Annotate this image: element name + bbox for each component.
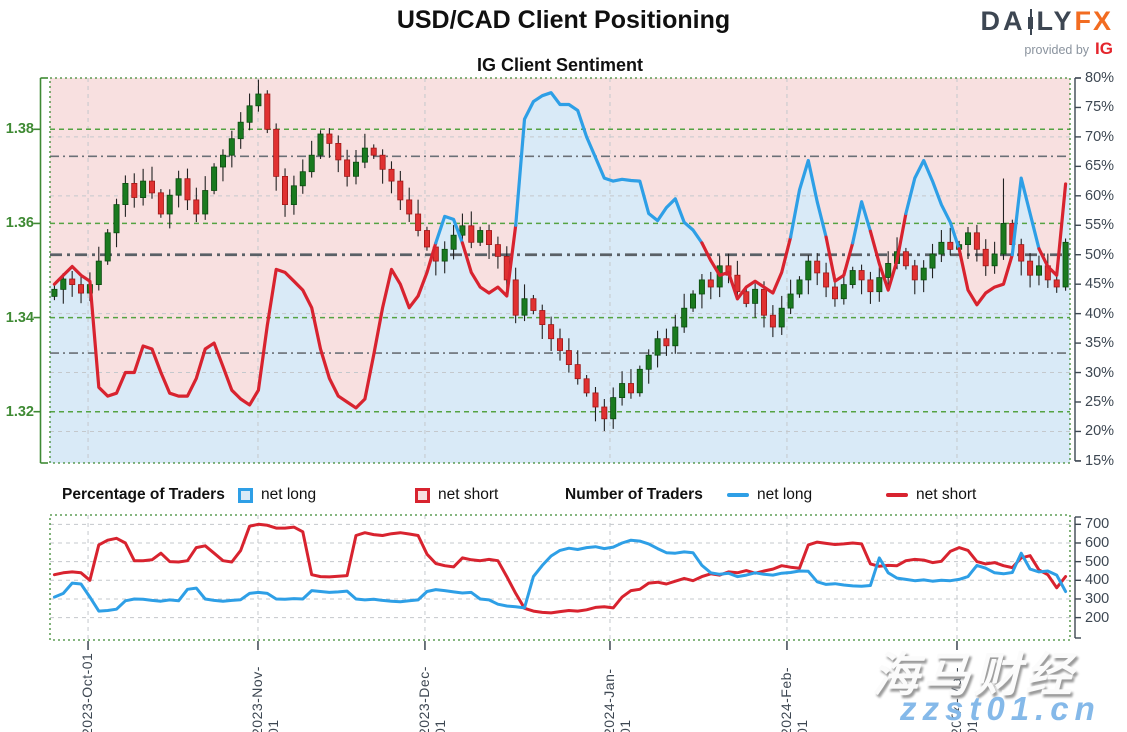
logo-text-fx: FX: [1074, 6, 1113, 36]
net-short-line-swatch: [886, 493, 908, 497]
net-short-label: net short: [438, 486, 499, 503]
legend-pct-title: Percentage of Traders: [62, 486, 225, 503]
net-long-label: net long: [757, 486, 813, 503]
price-tick-label: 1.36: [5, 215, 34, 232]
net-long-line-swatch: [727, 493, 749, 497]
net-short-box-swatch: [415, 487, 430, 503]
price-tick-label: 1.38: [5, 121, 34, 138]
count-tick-label: 500: [1085, 553, 1110, 570]
pct-tick-label: 25%: [1085, 393, 1115, 410]
count-tick-label: 300: [1085, 590, 1110, 607]
pct-tick-label: 70%: [1085, 128, 1115, 145]
pct-tick-label: 60%: [1085, 187, 1115, 204]
watermark-text: 海马财经: [872, 648, 1076, 701]
watermark-url: zzst01.cn: [900, 690, 1101, 727]
price-tick-label: 1.32: [5, 403, 34, 420]
count-tick-label: 600: [1085, 534, 1110, 551]
date-tick-label: 2023-Nov-01: [248, 666, 281, 732]
pct-tick-label: 35%: [1085, 335, 1115, 352]
provided-by-label: provided by: [1024, 43, 1090, 57]
chart-subtitle: IG Client Sentiment: [476, 55, 644, 75]
date-tick-label: 2023-Dec-01: [415, 666, 448, 732]
ig-logo: IG: [1095, 39, 1113, 58]
pct-tick-label: 45%: [1085, 276, 1115, 293]
count-tick-label: 200: [1085, 609, 1110, 626]
logo-text-da: DA: [980, 6, 1026, 36]
pct-tick-label: 15%: [1085, 452, 1115, 469]
pct-tick-label: 80%: [1085, 70, 1115, 86]
pct-tick-label: 50%: [1085, 246, 1115, 263]
legend-count-net-long: net long: [727, 481, 812, 509]
pct-tick-label: 30%: [1085, 364, 1115, 381]
dailyfx-logo: DA LY FX provided by IG: [980, 6, 1113, 58]
legend-count-net-short: net short: [886, 481, 976, 509]
candlestick-icon: [1028, 8, 1034, 35]
pct-tick-label: 20%: [1085, 423, 1115, 440]
pct-tick-label: 65%: [1085, 158, 1115, 175]
count-tick-label: 400: [1085, 572, 1110, 589]
net-long-box-swatch: [238, 487, 253, 503]
price-tick-label: 1.34: [5, 309, 34, 326]
logo-text-ly: LY: [1036, 6, 1075, 36]
legend-pct-net-long: net long: [238, 481, 316, 509]
pct-tick-label: 40%: [1085, 305, 1115, 322]
net-long-label: net long: [261, 486, 317, 503]
net-short-label: net short: [916, 486, 977, 503]
date-tick-label: 2024-Jan-01: [600, 668, 633, 732]
legend: Percentage of Traders net long net short…: [0, 481, 1127, 509]
legend-count-title: Number of Traders: [565, 486, 703, 503]
date-tick-label: 2023-Oct-01: [79, 652, 96, 732]
date-tick-label: 2024-Feb-01: [777, 666, 810, 732]
count-tick-label: 700: [1085, 516, 1110, 533]
pct-tick-label: 55%: [1085, 217, 1115, 234]
pct-tick-label: 75%: [1085, 99, 1115, 116]
legend-pct-net-short: net short: [415, 481, 498, 509]
page-title: USD/CAD Client Positioning: [396, 6, 731, 34]
